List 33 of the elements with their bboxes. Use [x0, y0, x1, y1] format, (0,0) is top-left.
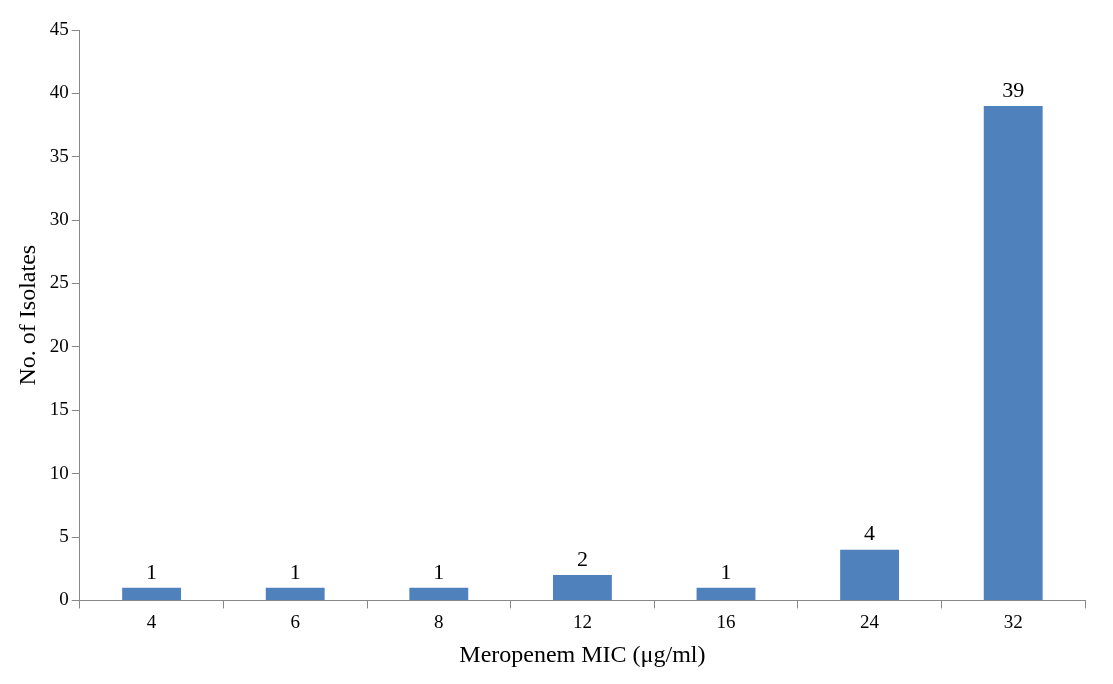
y-tick-label: 20 — [49, 334, 69, 356]
y-tick-label: 25 — [49, 271, 69, 293]
bar — [840, 549, 900, 600]
y-tick-label: 15 — [49, 398, 69, 420]
data-label: 1 — [289, 558, 301, 584]
x-tick-label: 16 — [716, 610, 736, 632]
y-tick-label: 5 — [59, 525, 69, 547]
x-tick-label: 32 — [1003, 610, 1023, 632]
data-label: 1 — [433, 558, 445, 584]
bar — [552, 575, 612, 600]
bar — [409, 587, 469, 600]
data-label: 2 — [576, 545, 588, 571]
x-tick-label: 4 — [146, 610, 157, 632]
x-tick-label: 6 — [290, 610, 300, 632]
y-tick-label: 35 — [49, 144, 69, 166]
x-axis-title: Meropenem MIC (μg/ml) — [459, 640, 706, 667]
bar — [265, 587, 325, 600]
y-axis-title: No. of Isolates — [13, 244, 40, 386]
bar — [983, 106, 1043, 600]
x-tick-label: 8 — [434, 610, 444, 632]
data-label: 1 — [720, 558, 732, 584]
data-label: 39 — [1002, 76, 1025, 102]
data-label: 1 — [146, 558, 158, 584]
x-tick-label: 12 — [572, 610, 592, 632]
bar — [122, 587, 182, 600]
y-tick-label: 10 — [49, 461, 69, 483]
y-tick-label: 40 — [49, 81, 69, 103]
data-label: 4 — [864, 520, 876, 546]
y-tick-label: 45 — [49, 17, 69, 39]
y-tick-label: 30 — [49, 208, 69, 230]
y-tick-label: 0 — [59, 588, 69, 610]
x-tick-label: 24 — [860, 610, 880, 632]
bar — [696, 587, 756, 600]
